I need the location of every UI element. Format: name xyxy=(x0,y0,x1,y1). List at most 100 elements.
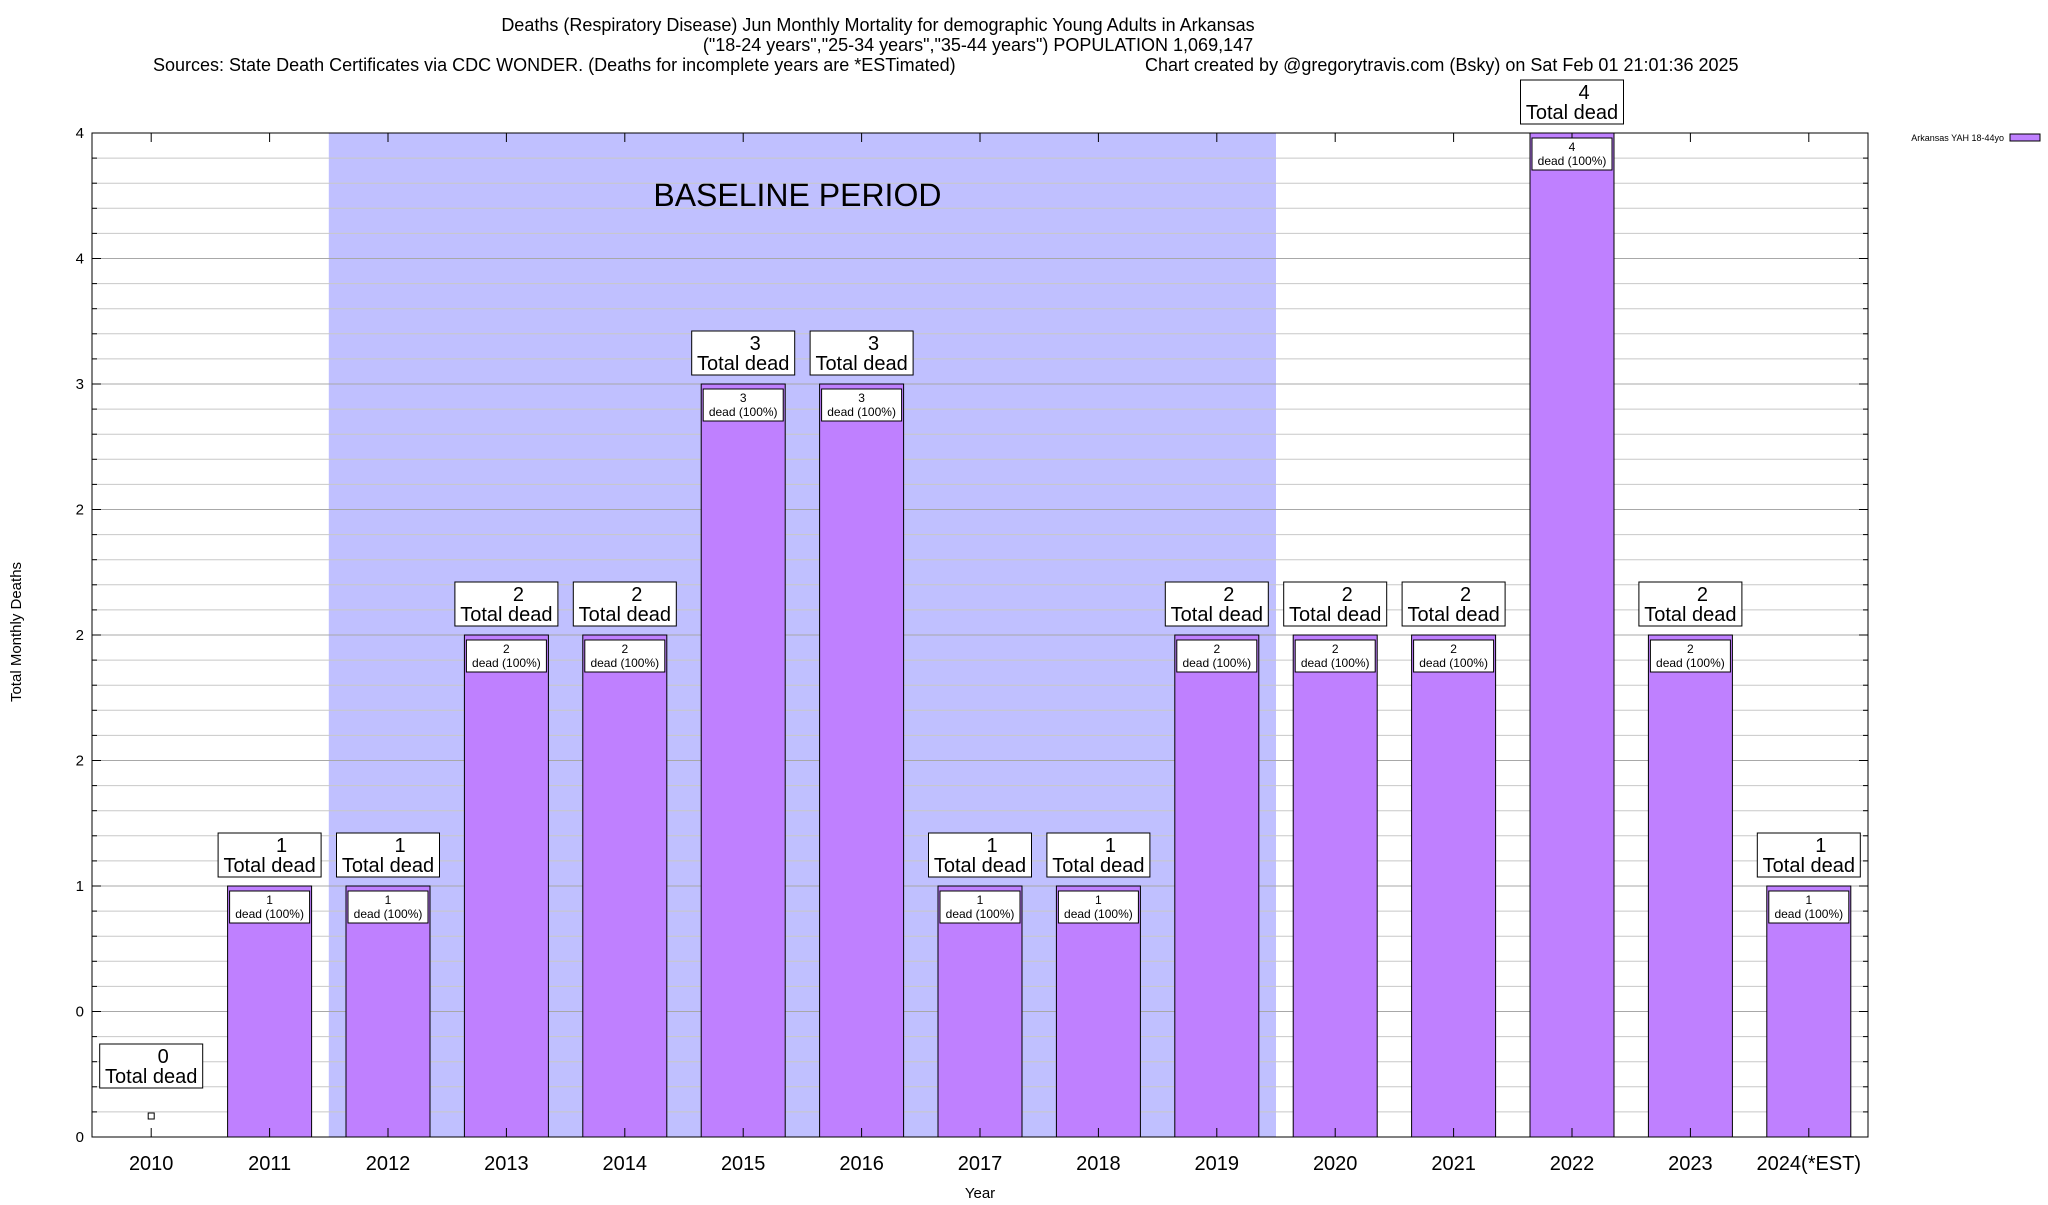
bar-total-caption: Total dead xyxy=(1526,102,1618,124)
bar-inner-label-box xyxy=(347,890,429,924)
bar-inner-label-box xyxy=(1649,639,1731,673)
bar-total-caption: Total dead xyxy=(1171,604,1263,626)
zero-marker xyxy=(147,1112,155,1120)
bar xyxy=(582,634,668,1138)
bar-total-value: 2 xyxy=(1342,584,1353,606)
chart-title: Deaths (Respiratory Disease) Jun Monthly… xyxy=(501,15,1254,35)
bar-total-label-box xyxy=(928,832,1032,878)
x-tick-label: 2015 xyxy=(721,1153,766,1175)
bar-total-caption: Total dead xyxy=(1763,855,1855,877)
y-tick-label: 2 xyxy=(76,753,84,770)
bar-total-caption: Total dead xyxy=(342,855,434,877)
chart-subtitle: ("18-24 years","25-34 years","35-44 year… xyxy=(703,35,1253,55)
bar xyxy=(463,634,549,1138)
bar xyxy=(345,885,431,1138)
y-tick-label: 3 xyxy=(76,376,84,393)
bar-total-value: 2 xyxy=(513,584,524,606)
bar-total-value: 1 xyxy=(276,835,287,857)
bar-inner-label-box xyxy=(702,388,784,422)
bar-inner-percent: dead (100%) xyxy=(827,405,896,419)
bar-inner-value: 3 xyxy=(858,391,865,405)
x-tick-label: 2013 xyxy=(484,1153,529,1175)
bar-inner-value: 1 xyxy=(266,893,273,907)
bar xyxy=(1055,885,1141,1138)
bar-inner-value: 2 xyxy=(1213,642,1220,656)
y-tick-label: 4 xyxy=(76,125,84,142)
y-tick-label: 2 xyxy=(76,502,84,519)
bar-inner-label-box xyxy=(821,388,903,422)
bar-total-label-box xyxy=(1756,832,1861,878)
bar-inner-label-box xyxy=(1531,137,1613,171)
bar-total-caption: Total dead xyxy=(1289,604,1381,626)
x-tick-label: 2018 xyxy=(1076,1153,1121,1175)
bar-inner-percent: dead (100%) xyxy=(1538,154,1607,168)
x-tick-label: 2014 xyxy=(603,1153,648,1175)
bar-inner-label-box xyxy=(1768,890,1850,924)
bar xyxy=(1174,634,1260,1138)
x-tick-label: 2019 xyxy=(1195,1153,1240,1175)
bar xyxy=(1529,132,1615,1138)
y-axis-title: Total Monthly Deaths xyxy=(8,562,25,702)
bar-total-value: 1 xyxy=(1815,835,1826,857)
bar-total-value: 2 xyxy=(631,584,642,606)
bar-inner-label-box xyxy=(229,890,311,924)
bar-total-label-box xyxy=(1638,581,1743,627)
bar-inner-label-box xyxy=(1294,639,1376,673)
x-tick-label: 2024(*EST) xyxy=(1757,1153,1862,1175)
bar-total-label-box xyxy=(809,330,914,376)
bar-total-value: 0 xyxy=(158,1046,169,1068)
x-tick-label: 2022 xyxy=(1550,1153,1595,1175)
bar-inner-percent: dead (100%) xyxy=(1301,656,1370,670)
y-tick-label: 1 xyxy=(76,878,84,895)
bars xyxy=(147,132,1852,1138)
bar-inner-value: 1 xyxy=(1805,893,1812,907)
chart-title-group: Deaths (Respiratory Disease) Jun Monthly… xyxy=(153,15,1739,75)
bar-inner-percent: dead (100%) xyxy=(1182,656,1251,670)
bar-inner-value: 3 xyxy=(740,391,747,405)
bar-inner-label-box xyxy=(1413,639,1495,673)
bar-inner-value: 2 xyxy=(621,642,628,656)
bar-total-label-box xyxy=(1520,79,1624,125)
bar-total-label-box xyxy=(1046,832,1151,878)
bar-inner-percent: dead (100%) xyxy=(709,405,778,419)
bar-inner-value: 2 xyxy=(503,642,510,656)
bar-total-label-box xyxy=(1401,581,1506,627)
bar xyxy=(1411,634,1497,1138)
x-tick-label: 2010 xyxy=(129,1153,174,1175)
bar-inner-percent: dead (100%) xyxy=(354,907,423,921)
bar xyxy=(819,383,905,1138)
bar-inner-label-box xyxy=(939,890,1021,924)
legend: Arkansas YAH 18-44yo xyxy=(1911,133,2041,143)
x-tick-label: 2012 xyxy=(366,1153,411,1175)
bar xyxy=(227,885,313,1138)
bar-inner-label-box xyxy=(1057,890,1139,924)
bar-total-value: 2 xyxy=(1697,584,1708,606)
y-tick-label: 4 xyxy=(76,251,84,268)
chart-credit: Chart created by @gregorytravis.com (Bsk… xyxy=(1145,55,1739,75)
bar-total-value: 2 xyxy=(1460,584,1471,606)
bar-total-label-box xyxy=(1164,581,1269,627)
bar-inner-percent: dead (100%) xyxy=(1774,907,1843,921)
bar-total-label-box xyxy=(99,1043,204,1089)
bar-inner-value: 1 xyxy=(385,893,392,907)
bar-inner-value: 2 xyxy=(1332,642,1339,656)
bar-inner-percent: dead (100%) xyxy=(946,907,1015,921)
bar xyxy=(1766,885,1852,1138)
bar-total-caption: Total dead xyxy=(815,353,907,375)
bar-total-value: 2 xyxy=(1223,584,1234,606)
bar-total-caption: Total dead xyxy=(934,855,1026,877)
bar-inner-label-box xyxy=(584,639,666,673)
bar-inner-value: 2 xyxy=(1450,642,1457,656)
bar xyxy=(1647,634,1733,1138)
bar-inner-value: 4 xyxy=(1569,140,1576,154)
bar-inner-percent: dead (100%) xyxy=(590,656,659,670)
x-tick-label: 2011 xyxy=(248,1153,291,1175)
bar-inner-percent: dead (100%) xyxy=(472,656,541,670)
bar-total-caption: Total dead xyxy=(1407,604,1499,626)
bar-total-caption: Total dead xyxy=(223,855,315,877)
baseline-period-label: BASELINE PERIOD xyxy=(653,177,941,213)
bar-total-label-box xyxy=(572,581,677,627)
bar-inner-value: 2 xyxy=(1687,642,1694,656)
